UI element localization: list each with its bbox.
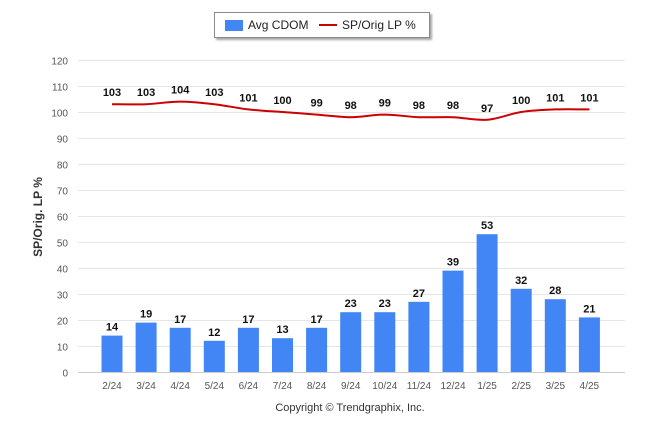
y-tick-label: 100 — [51, 109, 68, 120]
y-tick-label: 120 — [51, 57, 68, 68]
line-value-label: 99 — [310, 98, 322, 110]
y-tick-label: 10 — [57, 343, 69, 354]
line-value-label: 98 — [447, 100, 459, 112]
bar-3-25 — [544, 299, 566, 372]
y-tick-label: 90 — [57, 135, 69, 146]
x-tick-label: 5/24 — [205, 381, 225, 392]
bar-data-labels: 14 19 17 12 17 13 17 23 23 27 39 53 32 28 21 — [106, 220, 596, 339]
x-axis-ticks: 2/24 3/24 4/24 5/24 6/24 7/24 8/24 9/24 10/24 11/… — [102, 381, 599, 392]
bar-3-24 — [135, 322, 157, 372]
line-value-label: 100 — [512, 95, 530, 107]
line-value-label: 98 — [413, 100, 425, 112]
bar-value-label: 17 — [174, 314, 186, 326]
bar-value-label: 12 — [208, 327, 220, 339]
bar-7-24 — [272, 338, 293, 372]
x-tick-label: 7/24 — [273, 381, 293, 392]
x-tick-label: 3/24 — [136, 381, 156, 392]
legend-item-avg-cdom[interactable]: Avg CDOM — [225, 13, 308, 37]
bar-value-label: 14 — [106, 322, 119, 334]
bar-8-24 — [306, 327, 328, 372]
line-value-label: 101 — [546, 92, 564, 104]
bar-value-label: 17 — [310, 314, 322, 326]
y-axis-ticks: 0 10 20 30 40 50 60 70 80 90 100 110 120 — [51, 57, 68, 380]
bar-value-label: 17 — [242, 314, 254, 326]
bar-12-24 — [442, 270, 464, 372]
x-tick-label: 8/24 — [307, 381, 327, 392]
line-value-label: 104 — [171, 85, 190, 97]
line-sp-orig-lp — [111, 100, 590, 121]
bar-value-label: 23 — [379, 298, 391, 310]
x-tick-label: 3/25 — [546, 381, 566, 392]
bar-value-label: 19 — [140, 309, 152, 321]
line-value-label: 99 — [379, 98, 391, 110]
legend-label-avg-cdom: Avg CDOM — [248, 18, 309, 32]
bar-9-24 — [340, 312, 362, 372]
line-data-labels: 103 103 104 103 101 100 99 98 99 98 98 97 100 101 101 — [103, 85, 599, 115]
y-tick-label: 110 — [52, 83, 68, 94]
bar-11-24 — [408, 301, 430, 372]
bar-value-label: 32 — [515, 275, 527, 287]
bar-value-label: 27 — [413, 288, 425, 300]
bar-value-label: 53 — [481, 220, 493, 232]
y-tick-label: 40 — [57, 265, 69, 276]
line-value-label: 103 — [137, 87, 155, 99]
y-tick-label: 20 — [57, 317, 69, 328]
line-value-label: 103 — [103, 87, 121, 99]
legend: Avg CDOM SP/Orig LP % — [214, 12, 430, 38]
line-value-label: 97 — [481, 103, 493, 115]
line-value-label: 103 — [205, 87, 223, 99]
y-tick-label: 60 — [57, 213, 69, 224]
gridlines — [78, 60, 625, 373]
bar-10-24 — [374, 312, 396, 372]
copyright-text: Copyright © Trendgraphix, Inc. — [275, 402, 425, 414]
y-tick-label: 0 — [62, 369, 68, 380]
bar-2-25 — [510, 288, 532, 372]
x-tick-label: 11/24 — [407, 381, 432, 392]
legend-bar-swatch-icon — [225, 19, 243, 31]
line-value-label: 100 — [273, 95, 291, 107]
x-tick-label: 2/25 — [511, 381, 531, 392]
bar-value-label: 39 — [447, 257, 459, 269]
x-tick-label: 6/24 — [239, 381, 259, 392]
y-axis-title: SP/Orig. LP % — [31, 177, 45, 257]
legend-label-sp-orig-lp: SP/Orig LP % — [342, 18, 416, 32]
x-tick-label: 4/25 — [580, 381, 600, 392]
x-tick-label: 10/24 — [372, 381, 397, 392]
x-tick-label: 1/25 — [477, 381, 497, 392]
line-value-label: 98 — [345, 100, 357, 112]
bar-6-24 — [237, 327, 259, 372]
x-tick-label: 4/24 — [170, 381, 190, 392]
line-value-label: 101 — [239, 92, 257, 104]
bar-5-24 — [203, 340, 225, 372]
y-tick-label: 50 — [57, 239, 69, 250]
bar-2-24 — [101, 335, 123, 372]
x-tick-label: 12/24 — [440, 381, 465, 392]
bar-value-label: 13 — [276, 324, 288, 336]
legend-item-sp-orig-lp[interactable]: SP/Orig LP % — [319, 13, 416, 37]
legend-line-swatch-icon — [319, 24, 337, 26]
x-tick-label: 2/24 — [102, 381, 122, 392]
bar-1-25 — [476, 234, 498, 372]
bar-4-24 — [169, 327, 191, 372]
y-tick-label: 70 — [57, 187, 69, 198]
bar-series-cdom — [101, 234, 600, 372]
x-tick-label: 9/24 — [341, 381, 361, 392]
y-tick-label: 30 — [57, 291, 69, 302]
bar-value-label: 23 — [345, 298, 357, 310]
line-value-label: 101 — [580, 92, 598, 104]
bar-value-label: 21 — [583, 303, 595, 315]
bar-value-label: 28 — [549, 285, 561, 297]
y-tick-label: 80 — [57, 161, 69, 172]
line-series-sp-orig-lp — [111, 100, 590, 121]
bar-4-25 — [578, 317, 600, 372]
